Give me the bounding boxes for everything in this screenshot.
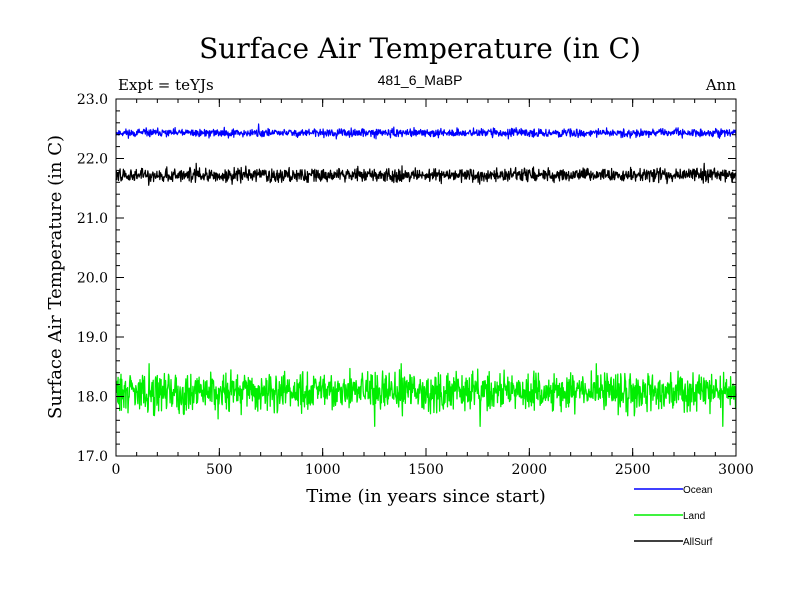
x-tick-label: 3000 xyxy=(718,462,754,478)
chart-subtitle: 481_6_MaBP xyxy=(378,72,463,88)
y-tick-label: 23.0 xyxy=(77,92,108,108)
series-line-ocean xyxy=(115,123,737,140)
y-tick-label: 21.0 xyxy=(77,211,108,227)
y-tick-label: 18.0 xyxy=(77,390,108,406)
x-tick-label: 500 xyxy=(206,462,233,478)
legend-label-land: Land xyxy=(683,511,705,522)
period-label: Ann xyxy=(705,76,736,94)
series-line-land xyxy=(115,363,737,427)
legend-label-ocean: Ocean xyxy=(683,485,712,496)
x-tick-label: 2000 xyxy=(512,462,548,478)
legend-label-allsurf: AllSurf xyxy=(683,537,713,548)
chart-title: Surface Air Temperature (in C) xyxy=(199,32,641,65)
y-tick-label: 17.0 xyxy=(77,449,108,465)
legend: Ocean Land AllSurf xyxy=(634,485,713,548)
series-line-allsurf xyxy=(115,162,737,186)
x-tick-label: 2500 xyxy=(615,462,651,478)
x-axis-label: Time (in years since start) xyxy=(306,486,546,507)
y-tick-label: 22.0 xyxy=(77,152,108,168)
x-tick-label: 1500 xyxy=(408,462,444,478)
x-tick-label: 0 xyxy=(112,462,121,478)
axis-layer: 0 500 1000 1500 2000 2500 3000 17.0 18.0 19.0 20.0… xyxy=(77,92,754,478)
expt-label: Expt = teYJs xyxy=(118,76,214,94)
x-tick-label: 1000 xyxy=(305,462,341,478)
y-axis-label: Surface Air Temperature (in C) xyxy=(45,135,66,419)
plot-frame xyxy=(115,98,737,457)
y-tick-label: 20.0 xyxy=(77,271,108,287)
series-layer xyxy=(115,123,737,427)
y-tick-label: 19.0 xyxy=(77,330,108,346)
